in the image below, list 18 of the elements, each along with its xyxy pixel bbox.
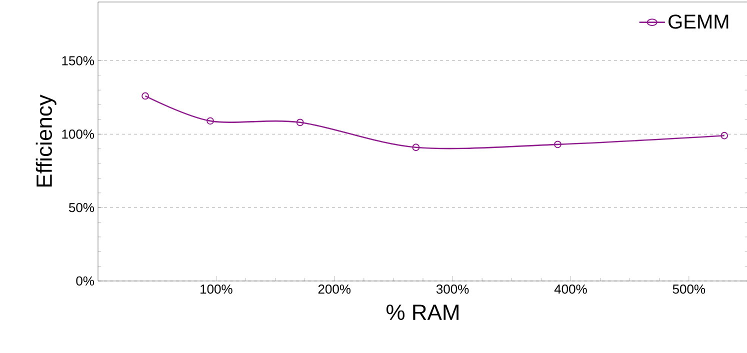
point bbox=[296, 118, 304, 126]
x-tick-label: 200% bbox=[318, 284, 351, 294]
point bbox=[720, 132, 728, 140]
point bbox=[142, 92, 149, 100]
point bbox=[554, 140, 562, 148]
legend-label: GEMM bbox=[668, 14, 728, 29]
y-axis-title: Efficiency bbox=[36, 94, 56, 187]
y-tick-label: 100% bbox=[62, 130, 94, 139]
y-tick-label: 0% bbox=[76, 276, 94, 286]
y-tick-label: 150% bbox=[62, 56, 94, 66]
x-tick-label: 100% bbox=[200, 284, 232, 294]
x-tick-label: 400% bbox=[554, 284, 587, 294]
x-tick-label: 500% bbox=[672, 284, 706, 294]
point bbox=[206, 117, 214, 125]
y-tick-label: 50% bbox=[68, 202, 94, 212]
x-tick-label: 300% bbox=[436, 284, 469, 294]
point bbox=[412, 144, 420, 152]
x-axis-title: % RAM bbox=[386, 304, 458, 320]
